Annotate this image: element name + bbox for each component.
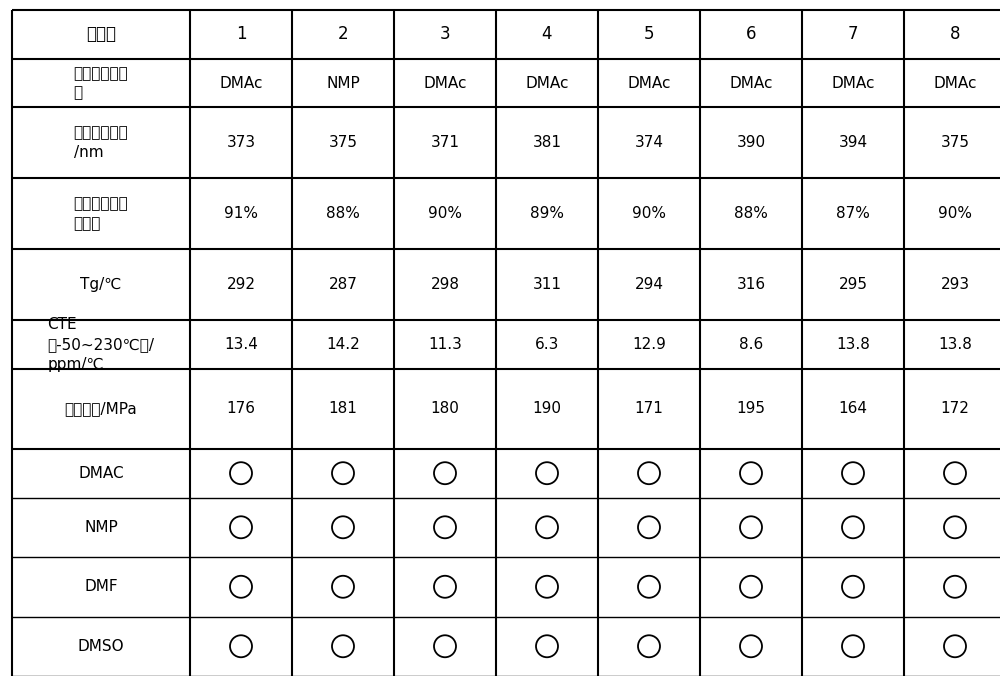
Text: 紫外截止波长
/nm: 紫外截止波长 /nm	[74, 126, 128, 160]
Text: 实施例: 实施例	[86, 26, 116, 43]
Text: 13.8: 13.8	[938, 337, 972, 352]
Text: 394: 394	[838, 135, 868, 151]
Text: 311: 311	[532, 277, 561, 293]
Text: DMAc: DMAc	[423, 76, 467, 91]
Text: 2: 2	[338, 26, 348, 43]
Text: 11.3: 11.3	[428, 337, 462, 352]
Text: 381: 381	[532, 135, 561, 151]
Text: 390: 390	[736, 135, 766, 151]
Text: 6: 6	[746, 26, 756, 43]
Text: 171: 171	[635, 402, 663, 416]
Text: 13.4: 13.4	[224, 337, 258, 352]
Text: 374: 374	[635, 135, 664, 151]
Text: NMP: NMP	[326, 76, 360, 91]
Text: DMAc: DMAc	[627, 76, 671, 91]
Text: DMAc: DMAc	[729, 76, 773, 91]
Text: DMAC: DMAC	[78, 466, 124, 481]
Text: 181: 181	[329, 402, 357, 416]
Text: NMP: NMP	[84, 520, 118, 535]
Text: 298: 298	[430, 277, 459, 293]
Text: DMAc: DMAc	[933, 76, 977, 91]
Text: 8: 8	[950, 26, 960, 43]
Text: 拉伸强度/MPa: 拉伸强度/MPa	[65, 402, 137, 416]
Text: DMSO: DMSO	[78, 639, 124, 654]
Text: Tg/℃: Tg/℃	[80, 277, 122, 293]
Text: 375: 375	[940, 135, 970, 151]
Text: 176: 176	[226, 402, 256, 416]
Text: 90%: 90%	[632, 206, 666, 222]
Text: 172: 172	[941, 402, 969, 416]
Text: 295: 295	[838, 277, 868, 293]
Text: 8.6: 8.6	[739, 337, 763, 352]
Text: DMF: DMF	[84, 579, 118, 594]
Text: CTE
（-50~230℃）/
ppm/℃: CTE （-50~230℃）/ ppm/℃	[47, 318, 154, 372]
Text: 非质子极性溶
剂: 非质子极性溶 剂	[74, 66, 128, 101]
Text: 13.8: 13.8	[836, 337, 870, 352]
Text: DMAc: DMAc	[525, 76, 569, 91]
Text: 87%: 87%	[836, 206, 870, 222]
Text: 可见波段平均
透过率: 可见波段平均 透过率	[74, 197, 128, 231]
Text: 5: 5	[644, 26, 654, 43]
Text: 292: 292	[226, 277, 256, 293]
Text: 1: 1	[236, 26, 246, 43]
Text: 90%: 90%	[428, 206, 462, 222]
Text: 88%: 88%	[734, 206, 768, 222]
Text: 4: 4	[542, 26, 552, 43]
Text: 375: 375	[328, 135, 358, 151]
Text: 90%: 90%	[938, 206, 972, 222]
Text: 88%: 88%	[326, 206, 360, 222]
Text: 91%: 91%	[224, 206, 258, 222]
Text: 6.3: 6.3	[535, 337, 559, 352]
Text: 371: 371	[430, 135, 459, 151]
Text: 180: 180	[431, 402, 459, 416]
Text: 293: 293	[940, 277, 970, 293]
Text: 287: 287	[329, 277, 357, 293]
Text: 294: 294	[635, 277, 664, 293]
Text: 316: 316	[736, 277, 766, 293]
Text: DMAc: DMAc	[219, 76, 263, 91]
Text: 3: 3	[440, 26, 450, 43]
Text: 195: 195	[736, 402, 766, 416]
Text: 7: 7	[848, 26, 858, 43]
Text: 190: 190	[532, 402, 561, 416]
Text: 373: 373	[226, 135, 256, 151]
Text: 12.9: 12.9	[632, 337, 666, 352]
Text: 14.2: 14.2	[326, 337, 360, 352]
Text: 89%: 89%	[530, 206, 564, 222]
Text: DMAc: DMAc	[831, 76, 875, 91]
Text: 164: 164	[838, 402, 868, 416]
